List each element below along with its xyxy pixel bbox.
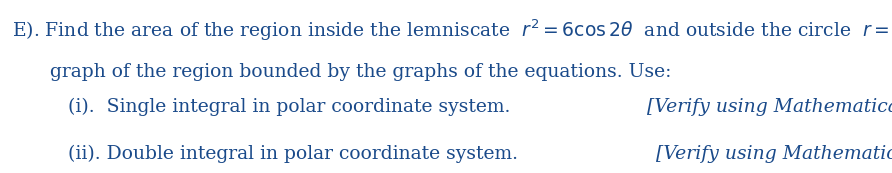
Text: (i).  Single integral in polar coordinate system.: (i). Single integral in polar coordinate… (68, 98, 516, 116)
Text: [Verify using Mathematica]: [Verify using Mathematica] (657, 145, 892, 163)
Text: graph of the region bounded by the graphs of the equations. Use:: graph of the region bounded by the graph… (50, 63, 672, 81)
Text: [Verify using Mathematica]: [Verify using Mathematica] (647, 98, 892, 116)
Text: E). Find the area of the region inside the lemniscate  $r^2 = 6\cos 2\theta$  an: E). Find the area of the region inside t… (12, 15, 892, 43)
Text: (ii). Double integral in polar coordinate system.: (ii). Double integral in polar coordinat… (68, 145, 524, 163)
